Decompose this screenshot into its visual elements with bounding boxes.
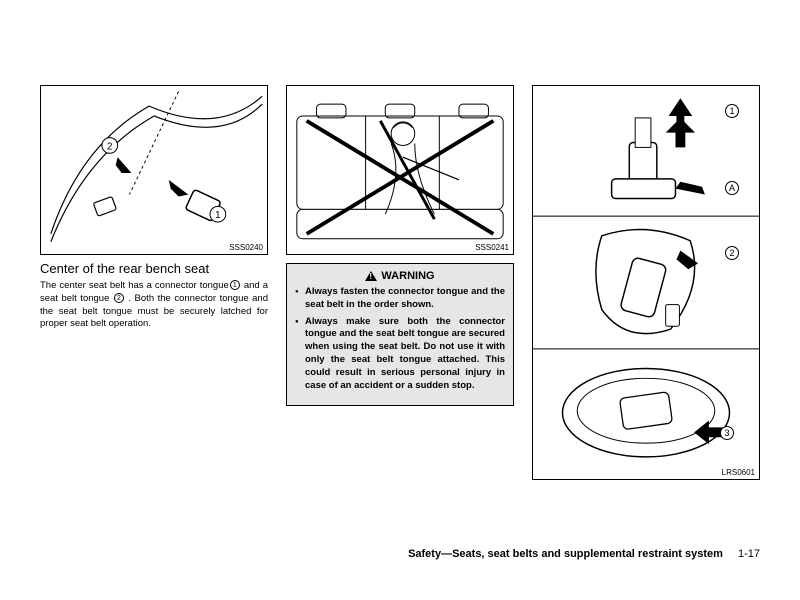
- figure-middle: SSS0241: [286, 85, 514, 255]
- column-middle: SSS0241 WARNING Always fasten the connec…: [286, 85, 514, 480]
- column-left: 1 2 SSS0240 Center of the rear bench sea…: [40, 85, 268, 480]
- warning-label: WARNING: [381, 270, 434, 282]
- svg-text:1: 1: [215, 210, 220, 221]
- warning-item: Always make sure both the connector tong…: [295, 316, 505, 393]
- figure-code-middle: SSS0241: [475, 243, 509, 252]
- three-column-layout: 1 2 SSS0240 Center of the rear bench sea…: [40, 85, 760, 480]
- manual-page: 1 2 SSS0240 Center of the rear bench sea…: [40, 85, 760, 480]
- warning-item: Always fasten the connector tongue and t…: [295, 286, 505, 312]
- callout-2: 2: [725, 246, 739, 260]
- section-title: Center of the rear bench seat: [40, 261, 268, 276]
- footer-section-title: Safety—Seats, seat belts and supplementa…: [408, 548, 723, 560]
- inline-callout-2: 2: [114, 293, 124, 303]
- warning-icon: [365, 271, 377, 281]
- page-footer: Safety—Seats, seat belts and supplementa…: [408, 548, 760, 560]
- inline-callout-1: 1: [230, 280, 240, 290]
- callout-1: 1: [725, 104, 739, 118]
- section-paragraph: The center seat belt has a connector ton…: [40, 280, 268, 331]
- warning-list: Always fasten the connector tongue and t…: [295, 286, 505, 393]
- callout-a: A: [725, 181, 739, 195]
- figure-code-right: LRS0601: [722, 468, 755, 477]
- svg-text:2: 2: [107, 141, 112, 152]
- warning-header: WARNING: [295, 270, 505, 282]
- callout-3: 3: [720, 426, 734, 440]
- stowing-steps-illustration: [533, 86, 759, 479]
- footer-page-number: 1-17: [738, 548, 760, 560]
- column-right: 1 A 2 3 LRS0601: [532, 85, 760, 480]
- seatbelt-tongue-illustration: 1 2: [41, 86, 267, 254]
- figure-right: 1 A 2 3 LRS0601: [532, 85, 760, 480]
- figure-code-left: SSS0240: [229, 243, 263, 252]
- figure-left: 1 2 SSS0240: [40, 85, 268, 255]
- para-part-a: The center seat belt has a connector ton…: [40, 280, 229, 291]
- incorrect-use-illustration: [287, 86, 513, 254]
- warning-box: WARNING Always fasten the connector tong…: [286, 263, 514, 406]
